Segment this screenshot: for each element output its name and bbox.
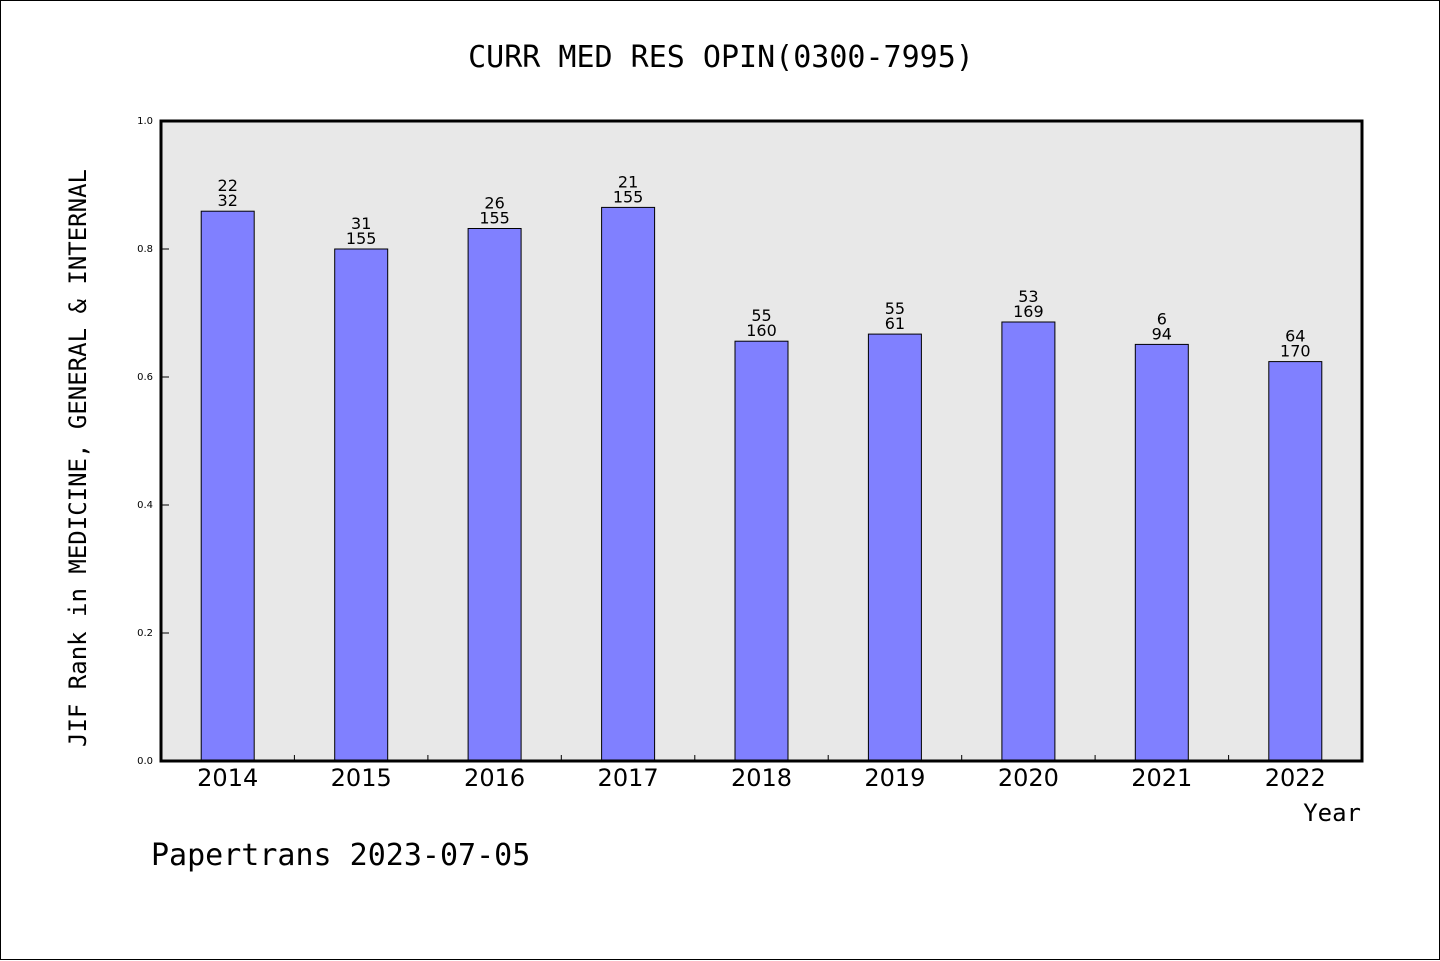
bar-2015 [334,248,389,762]
y-tick-label-1.0: 1.0 [137,116,153,127]
rank-label-2021: 6 [1157,309,1167,328]
rank-label-2020: 53 [1018,287,1038,306]
x-tick-2020: 2020 [998,764,1059,792]
rank-label-2016: 26 [484,194,504,213]
total-label-2020: 169 [1013,302,1044,321]
bar-2022 [1268,361,1323,762]
bar-2019 [867,333,922,762]
x-tick-2016: 2016 [464,764,525,792]
total-label-2016: 155 [479,209,510,228]
total-label-2015: 155 [346,229,377,248]
total-label-2014: 32 [218,191,238,210]
x-tick-2022: 2022 [1265,764,1326,792]
rank-label-2018: 55 [751,306,771,325]
rank-label-2019: 55 [885,299,905,318]
rank-label-2017: 21 [618,172,638,191]
total-label-2017: 155 [613,187,644,206]
x-tick-2018: 2018 [731,764,792,792]
y-tick-label-0.0: 0.0 [137,756,153,767]
x-tick-2015: 2015 [331,764,392,792]
total-label-2018: 160 [746,321,777,340]
bar-2018 [734,340,789,762]
bar-2021 [1134,343,1189,762]
y-tick-label-0.4: 0.4 [137,500,153,511]
plot-border [159,119,1364,763]
bar-2016 [467,228,522,762]
x-tick-2017: 2017 [598,764,659,792]
x-axis-ticks: 2014 2015 2016 2017 2018 2019 2020 2021 2022 [197,755,1326,792]
y-tick-label-0.8: 0.8 [137,244,153,255]
x-tick-2019: 2019 [864,764,925,792]
bar-2020 [1001,321,1056,762]
x-tick-2021: 2021 [1131,764,1192,792]
bar-2017 [601,206,656,762]
total-label-2019: 61 [885,314,905,333]
rank-label-2015: 31 [351,214,371,233]
y-tick-label-0.2: 0.2 [137,628,153,639]
footer-text: Papertrans 2023-07-05 [151,838,530,873]
bar-2014 [200,210,255,762]
total-label-2022: 170 [1280,342,1311,361]
y-axis-label: JIF Rank in MEDICINE, GENERAL & INTERNAL [64,169,92,747]
rank-label-2014: 22 [218,176,238,195]
x-axis-label: Year [1303,799,1361,827]
x-tick-2014: 2014 [197,764,258,792]
rank-label-2022: 64 [1285,327,1305,346]
chart-title: CURR MED RES OPIN(0300-7995) [468,40,974,75]
total-label-2021: 94 [1152,324,1172,343]
y-tick-label-0.6: 0.6 [137,372,153,383]
